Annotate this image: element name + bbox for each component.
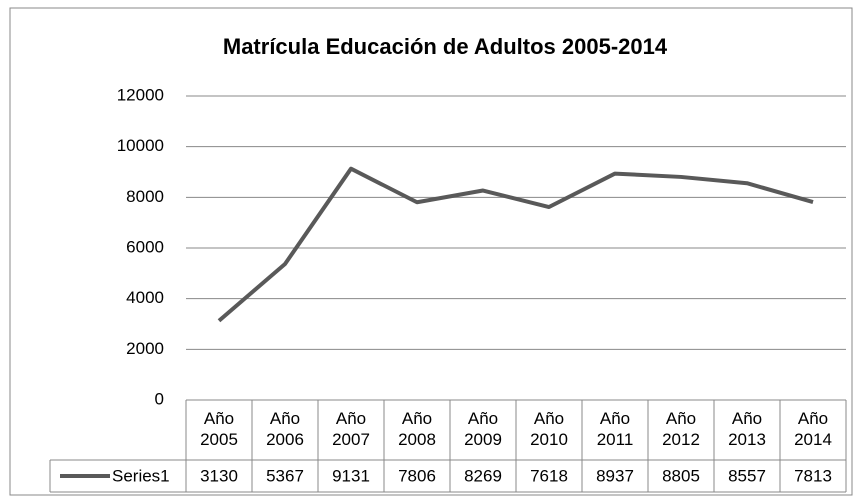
x-tick-label: Año 2007 [332,409,370,449]
y-tick-label: 8000 [126,187,164,206]
x-tick-label: Año 2012 [662,409,700,449]
x-tick-label: Año 2011 [596,409,634,449]
table-value: 8805 [662,466,700,485]
legend-label: Series1 [112,466,170,485]
chart-border [9,7,853,496]
x-tick-label: Año 2013 [728,409,766,449]
table-value: 5367 [266,466,304,485]
x-tick-label: Año 2008 [398,409,436,449]
table-value: 3130 [200,466,238,485]
y-tick-label: 12000 [117,85,164,104]
x-tick-label: Año 2010 [530,409,568,449]
table-value: 8557 [728,466,766,485]
y-tick-label: 0 [155,389,164,408]
x-tick-label: Año 2014 [794,409,832,449]
y-tick-label: 4000 [126,288,164,307]
x-tick-label: Año 2005 [200,409,238,449]
table-value: 8269 [464,466,502,485]
y-tick-label: 6000 [126,237,164,256]
chart-title: Matrícula Educación de Adultos 2005-2014 [223,34,668,59]
table-value: 9131 [332,466,370,485]
table-value: 7813 [794,466,832,485]
x-tick-label: Año 2009 [464,409,502,449]
y-tick-label: 2000 [126,339,164,358]
x-tick-label: Año 2006 [266,409,304,449]
line-series [217,166,814,323]
y-tick-label: 10000 [117,136,164,155]
table-value: 7806 [398,466,436,485]
table-value: 7618 [530,466,568,485]
table-value: 8937 [596,466,634,485]
